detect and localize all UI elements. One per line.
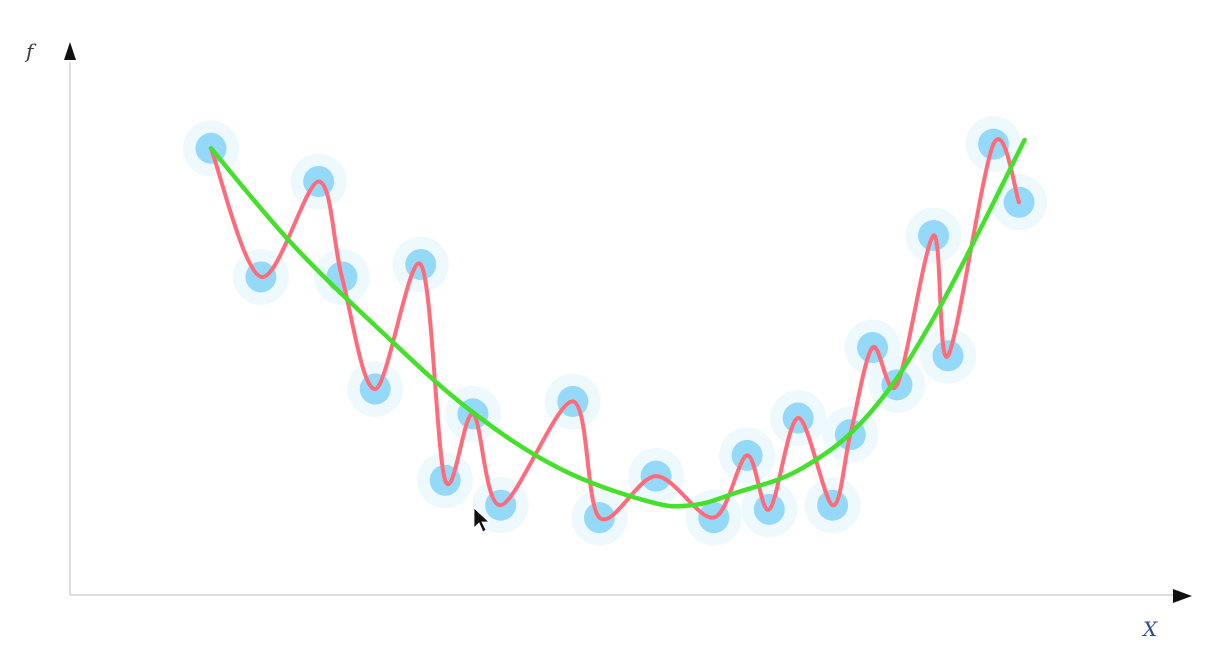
y-axis-label: f [24,39,37,63]
x-axis-label: X [1141,617,1158,641]
overfit-curve [209,137,1021,522]
mouse-cursor-icon [473,507,491,533]
x-axis-arrow-icon [1173,589,1192,603]
y-axis-arrow-icon [64,42,76,60]
fit-curve [208,137,1027,509]
